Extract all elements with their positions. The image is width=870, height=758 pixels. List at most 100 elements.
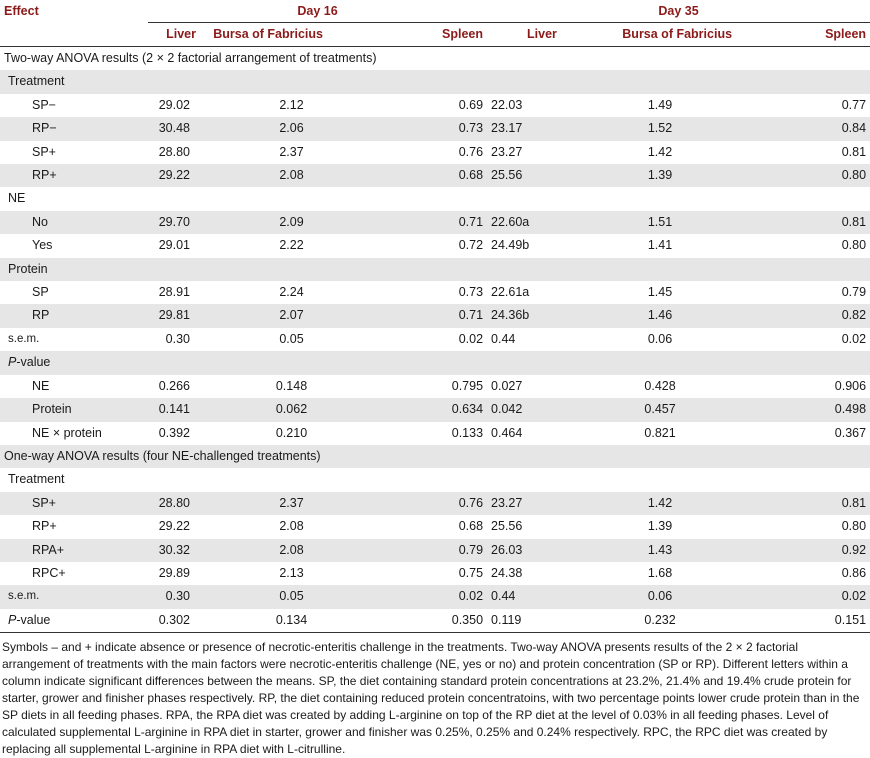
group-label-text: NE <box>8 191 26 206</box>
table-cell: 0.02 <box>458 331 484 346</box>
table-row: s.e.m. 0.30 0.05 0.02 0.44 0.06 0.02 <box>0 585 870 609</box>
table-cell: 29.89 <box>158 565 190 580</box>
table-cell: 0.042 <box>487 398 543 422</box>
table-cell: 0.02 <box>841 331 867 346</box>
table-cell: 28.80 <box>158 144 190 159</box>
row-label: s.e.m. <box>0 585 148 609</box>
table-row: No 29.70 2.09 0.71 22.60a 1.51 0.81 <box>0 210 870 235</box>
day35-spleen-header: Spleen <box>742 22 870 47</box>
row-label: SP <box>0 281 148 304</box>
table-cell: 1.41 <box>647 238 673 253</box>
table-row: Protein 0.141 0.062 0.634 0.042 0.457 0.498 <box>0 398 870 422</box>
table-cell: 0.367 <box>834 425 867 440</box>
day16-bursa-header: Bursa of Fabricius <box>200 22 367 47</box>
table-cell: 0.06 <box>542 585 743 609</box>
row-label: SP− <box>0 94 148 117</box>
table-cell: 0.498 <box>742 398 870 422</box>
table-cell: 1.49 <box>647 97 673 112</box>
row-label: RPA+ <box>0 538 148 562</box>
table-cell: 2.13 <box>279 565 304 580</box>
table-cell: 0.79 <box>367 538 488 562</box>
day35-liver-header: Liver <box>487 22 557 47</box>
row-label-text: NE <box>32 378 50 393</box>
table-row: RP− 30.48 2.06 0.73 23.17 1.52 0.84 <box>0 117 870 141</box>
table-cell: 2.08 <box>200 164 367 188</box>
table-cell: 0.821 <box>644 425 676 440</box>
row-label-text: Protein <box>32 402 72 417</box>
table-cell: 1.39 <box>647 519 673 534</box>
row-label-text: s.e.m. <box>8 332 40 345</box>
table-cell: 0.06 <box>647 331 673 346</box>
row-label: RP− <box>0 117 148 141</box>
row-label: RP+ <box>0 515 148 538</box>
table-cell: 24.36b <box>487 304 543 328</box>
table-cell: 0.69 <box>458 97 484 112</box>
table-cell: 0.68 <box>367 164 488 188</box>
table-cell: 0.027 <box>491 378 523 393</box>
day35-header: Day 35 <box>487 0 870 23</box>
section-row: Two-way ANOVA results (2 × 2 factorial a… <box>0 47 870 71</box>
header-row-days: Effect Day 16 Day 35 <box>0 0 870 23</box>
table-cell: 22.03 <box>491 97 523 112</box>
table-cell: 2.37 <box>279 144 304 159</box>
table-cell: 29.01 <box>158 238 190 253</box>
table-cell: 0.81 <box>841 144 867 159</box>
table-cell: 22.60a <box>487 210 543 235</box>
table-cell: 0.44 <box>491 331 516 346</box>
table-cell: 23.27 <box>487 491 543 516</box>
table-cell: 29.22 <box>158 519 190 534</box>
row-label-text: RP+ <box>32 519 57 534</box>
group-label-text: Treatment <box>8 472 65 487</box>
table-cell: 0.795 <box>451 378 484 393</box>
table-cell: 0.210 <box>275 425 308 440</box>
group-label: NE <box>0 187 870 210</box>
group-label: P-value <box>0 351 870 375</box>
table-cell: 0.76 <box>458 144 484 159</box>
table-cell: 2.07 <box>200 304 367 328</box>
table-cell: 2.24 <box>279 285 304 300</box>
table-cell: 0.72 <box>458 238 484 253</box>
table-cell: 29.22 <box>148 164 200 188</box>
table-row: RP 29.81 2.07 0.71 24.36b 1.46 0.82 <box>0 304 870 328</box>
table-cell: 0.80 <box>841 519 867 534</box>
row-label-text: RPA+ <box>32 542 65 557</box>
table-cell: 0.81 <box>742 491 870 516</box>
table-row: RPA+ 30.32 2.08 0.79 26.03 1.43 0.92 <box>0 538 870 562</box>
table-cell: 0.30 <box>165 331 190 346</box>
row-label-text: No <box>32 214 48 229</box>
table-cell: 0.71 <box>367 304 488 328</box>
table-cell: 0.86 <box>841 565 867 580</box>
row-label-text: RP+ <box>32 168 57 183</box>
table-cell: 0.82 <box>742 304 870 328</box>
group-label: Treatment <box>0 70 870 94</box>
table-row: Yes 29.01 2.22 0.72 24.49b 1.41 0.80 <box>0 234 870 257</box>
group-row: Protein <box>0 257 870 282</box>
section-label: Two-way ANOVA results (2 × 2 factorial a… <box>4 51 377 65</box>
table-row: SP− 29.02 2.12 0.69 22.03 1.49 0.77 <box>0 94 870 117</box>
row-label-text: NE × protein <box>32 425 102 440</box>
table-cell: 22.61a <box>491 285 530 300</box>
table-cell: 0.302 <box>148 608 200 634</box>
day16-header: Day 16 <box>148 0 488 23</box>
row-label: Protein <box>0 398 148 422</box>
italic-prefix: P <box>8 355 17 370</box>
table-footnote: Symbols – and + indicate absence or pres… <box>2 640 860 757</box>
table-cell: 30.32 <box>148 538 200 562</box>
row-label: s.e.m. <box>0 328 148 351</box>
table-cell: 1.42 <box>542 491 743 516</box>
row-label: NE × protein <box>0 422 148 445</box>
table-row: NE × protein 0.392 0.210 0.133 0.464 0.821 0.3… <box>0 422 870 445</box>
row-label: NE <box>0 375 148 398</box>
table-row: s.e.m. 0.30 0.05 0.02 0.44 0.06 0.02 <box>0 328 870 351</box>
row-label-text: SP <box>32 285 49 300</box>
group-row: P-value <box>0 351 870 375</box>
table-cell: 0.141 <box>148 398 200 422</box>
table-cell: 0.68 <box>458 519 484 534</box>
table-cell: 0.44 <box>487 585 543 609</box>
group-label-text: -value <box>16 355 51 370</box>
table-row: SP+ 28.80 2.37 0.76 23.27 1.42 0.81 <box>0 141 870 164</box>
table-cell: 1.52 <box>542 117 743 141</box>
group-row: Treatment <box>0 70 870 94</box>
row-label: Yes <box>0 234 148 257</box>
